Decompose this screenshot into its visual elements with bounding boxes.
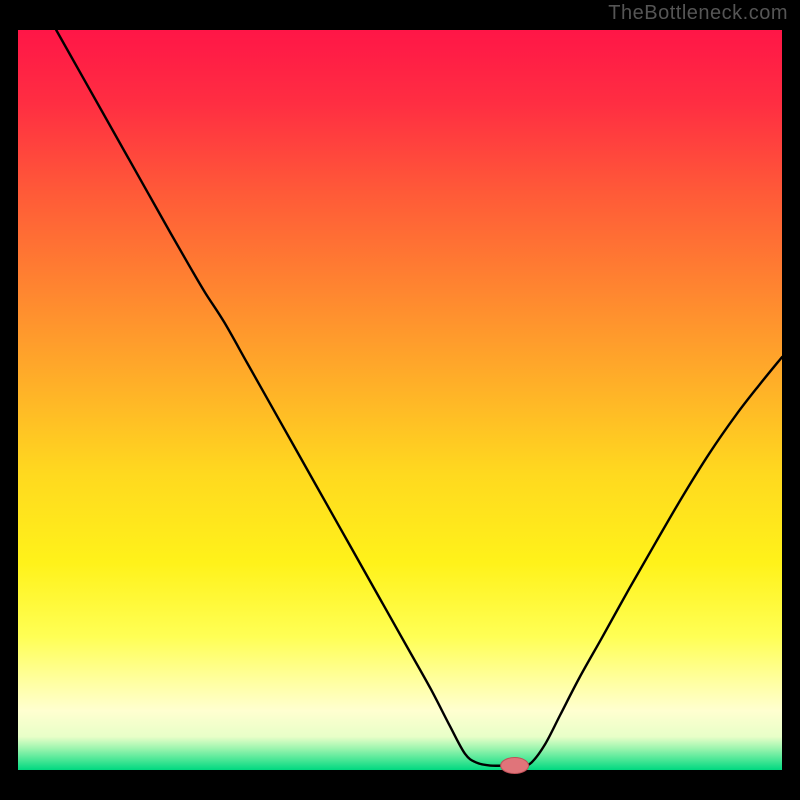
- chart-svg: [0, 0, 800, 800]
- optimal-point-marker: [501, 758, 529, 774]
- attribution-text: TheBottleneck.com: [608, 2, 788, 25]
- chart-plot-area: [18, 30, 782, 770]
- bottleneck-chart: TheBottleneck.com: [0, 0, 800, 800]
